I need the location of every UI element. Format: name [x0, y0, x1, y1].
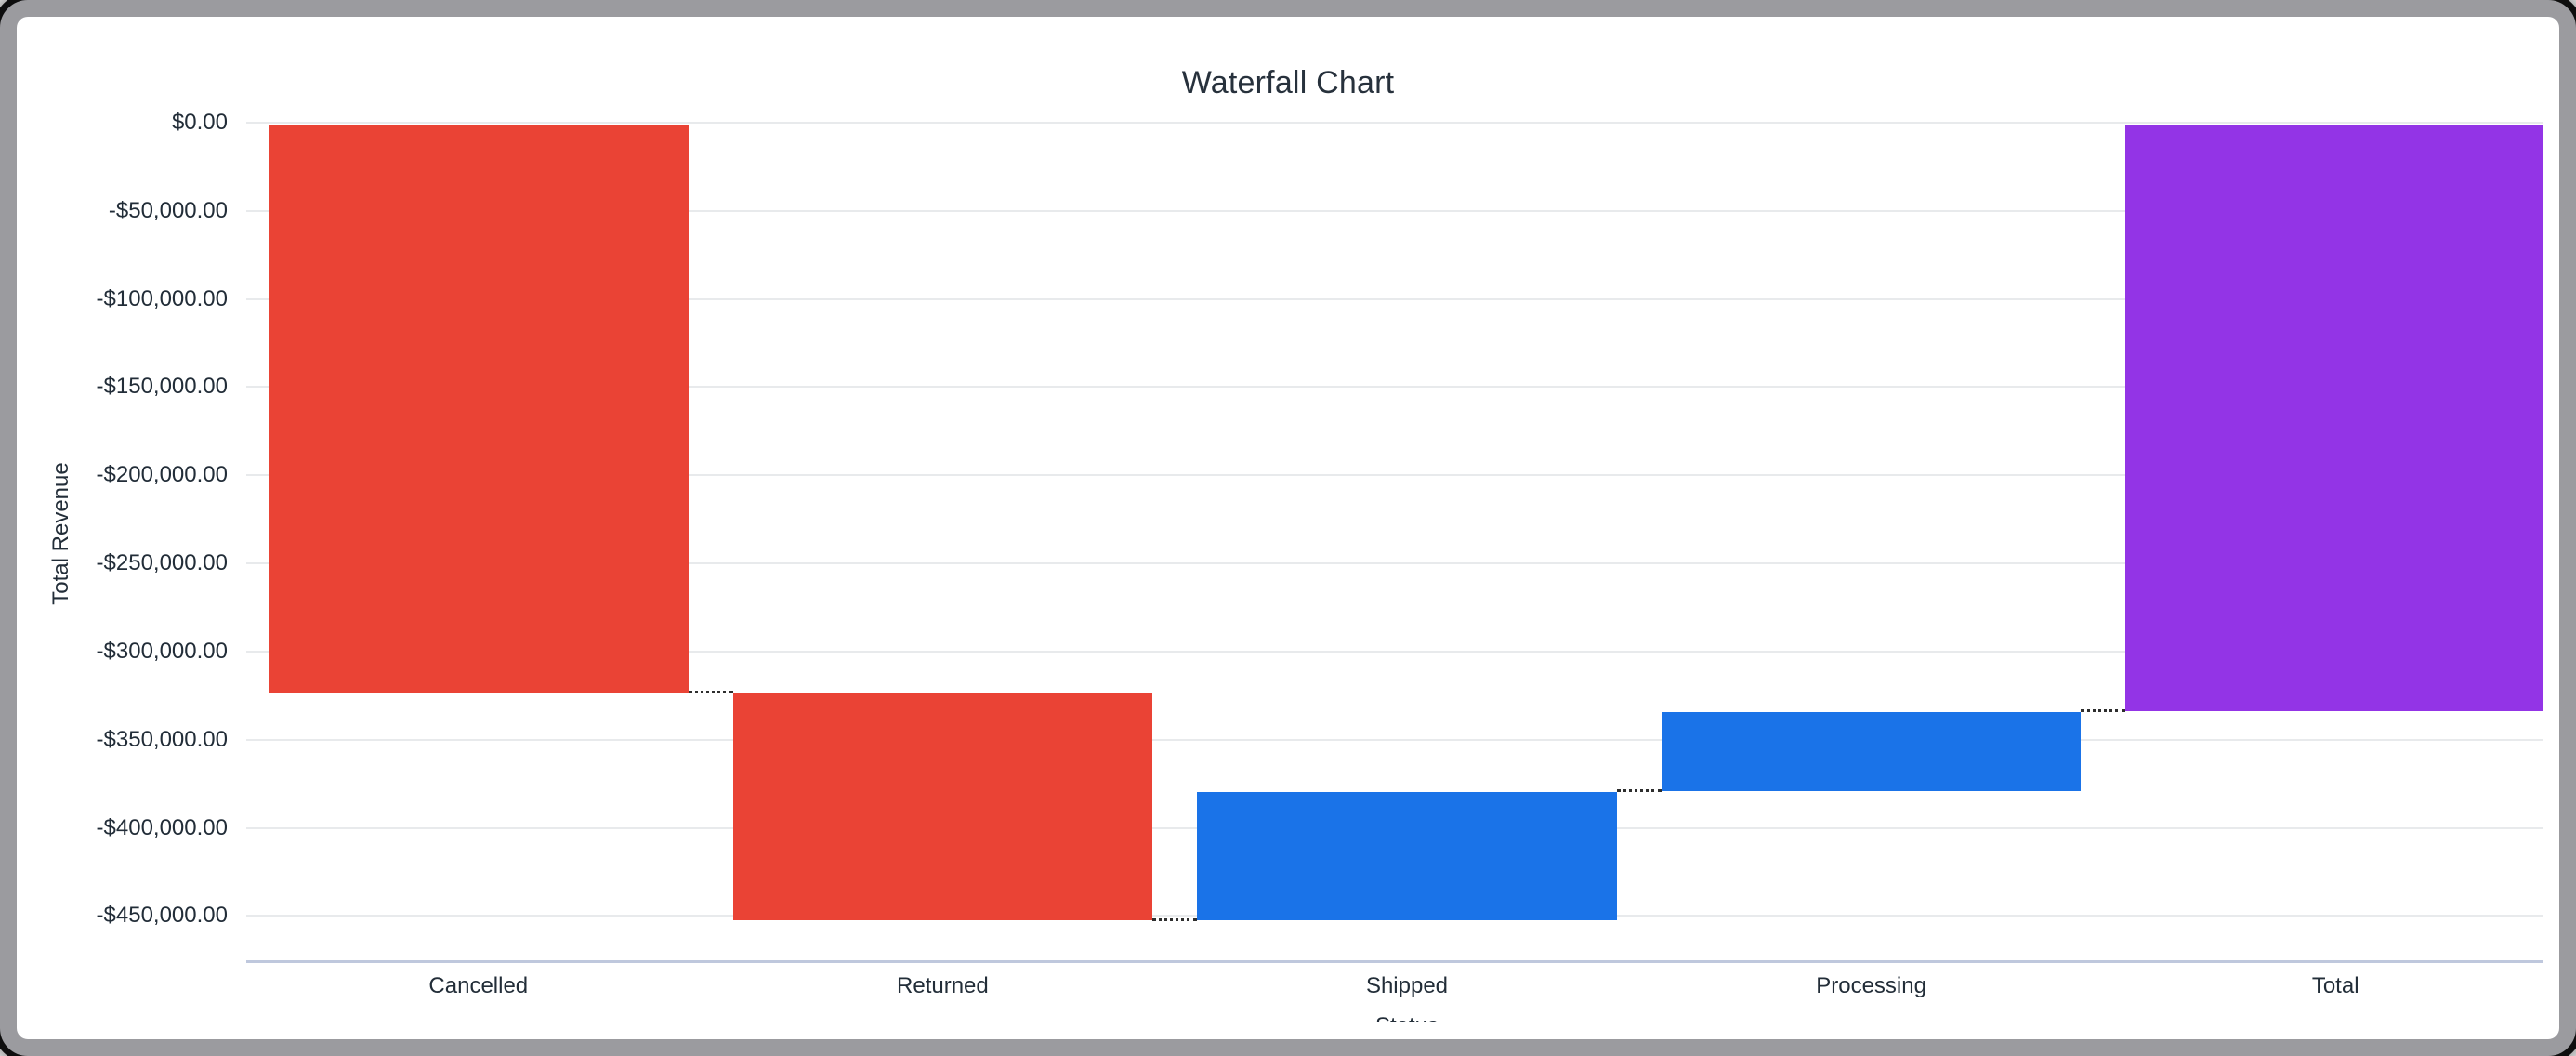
x-category-label: Cancelled [428, 973, 529, 998]
gridline [246, 562, 2543, 565]
gridline [246, 209, 2543, 212]
gridline [246, 122, 2543, 124]
bar-returned[interactable] [732, 693, 1153, 920]
bar-total[interactable] [2125, 125, 2543, 712]
y-tick-label: -$300,000.00 [96, 638, 228, 664]
x-category-label: Returned [897, 973, 989, 998]
chart-area: Waterfall Chart Total Revenue Status $0.… [33, 32, 2543, 1022]
y-tick-label: -$100,000.00 [96, 285, 228, 311]
y-tick-label: -$200,000.00 [96, 462, 228, 488]
connector [2081, 709, 2126, 713]
gridline [246, 474, 2543, 477]
gridline [246, 297, 2543, 300]
gridline [246, 386, 2543, 389]
plot-area: $0.00 -$50,000.00 -$100,000.00 -$150,000.00… [33, 32, 2543, 1022]
x-category-label: Shipped [1365, 973, 1449, 998]
y-tick-label: -$350,000.00 [96, 726, 228, 752]
y-tick-label: -$50,000.00 [108, 197, 228, 223]
bar-cancelled[interactable] [268, 125, 689, 693]
connector [688, 691, 733, 694]
gridline [246, 650, 2543, 653]
connector [1152, 917, 1198, 921]
gridline [246, 738, 2543, 741]
y-tick-label: -$250,000.00 [96, 550, 228, 576]
bar-shipped[interactable] [1197, 792, 1617, 920]
chart-title: Waterfall Chart [1181, 65, 1395, 100]
y-tick-label: $0.00 [171, 110, 228, 135]
x-axis-title: Status [246, 1013, 2543, 1022]
y-tick-label: -$400,000.00 [96, 814, 228, 840]
y-tick-label: -$450,000.00 [96, 903, 228, 929]
x-category-label: Total [2311, 973, 2359, 998]
bar-processing[interactable] [1661, 712, 2082, 792]
x-axis-line [246, 960, 2543, 963]
y-tick-label: -$150,000.00 [96, 374, 228, 400]
x-category-label: Processing [1816, 973, 1926, 998]
connector [1616, 789, 1662, 793]
